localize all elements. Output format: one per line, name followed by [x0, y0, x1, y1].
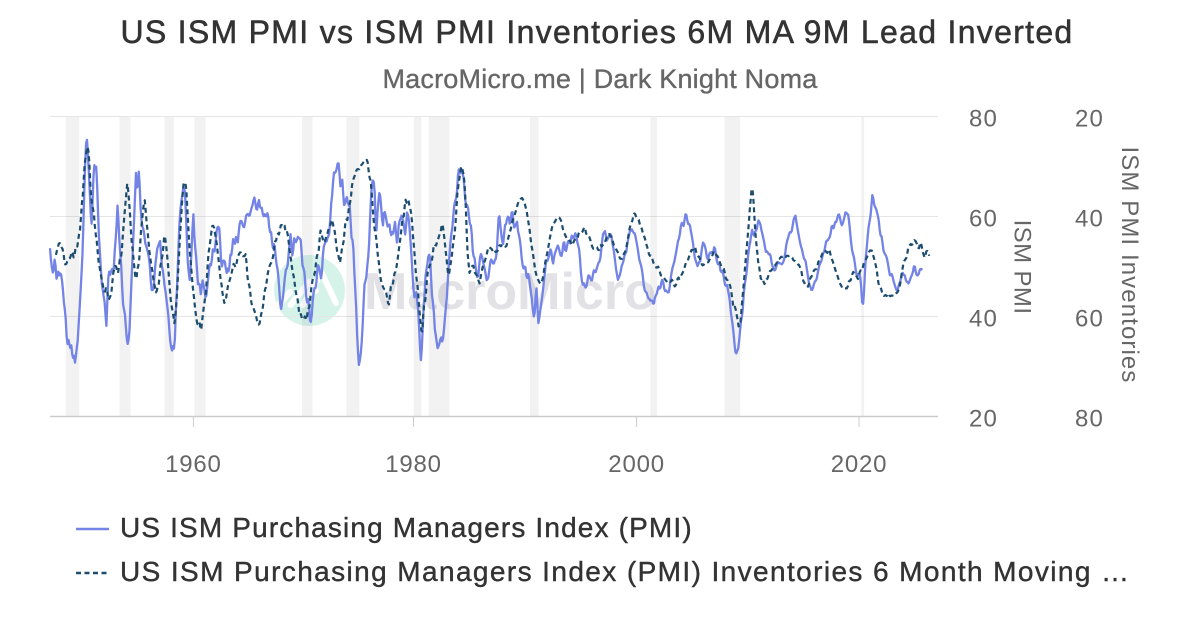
svg-text:ISM PMI: ISM PMI	[1009, 220, 1036, 315]
svg-text:1980: 1980	[385, 451, 442, 478]
svg-text:ISM PMI Inventories: ISM PMI Inventories	[1116, 147, 1143, 384]
svg-text:80: 80	[969, 106, 998, 133]
svg-text:1960: 1960	[165, 451, 222, 478]
svg-text:80: 80	[1075, 406, 1104, 433]
svg-text:40: 40	[1075, 206, 1104, 233]
svg-text:MacroMicro: MacroMicro	[364, 263, 656, 321]
svg-text:MacroMicro.me | Dark Knight No: MacroMicro.me | Dark Knight Noma	[382, 64, 818, 94]
svg-text:40: 40	[969, 306, 998, 333]
svg-text:US ISM Purchasing Managers Ind: US ISM Purchasing Managers Index (PMI) I…	[120, 556, 1130, 587]
svg-text:US ISM Purchasing Managers Ind: US ISM Purchasing Managers Index (PMI)	[120, 512, 693, 543]
svg-text:2020: 2020	[831, 451, 888, 478]
svg-text:US ISM PMI vs ISM PMI Inventor: US ISM PMI vs ISM PMI Inventories 6M MA …	[120, 14, 1073, 50]
svg-text:60: 60	[1075, 306, 1104, 333]
svg-text:20: 20	[1075, 106, 1104, 133]
svg-text:60: 60	[969, 206, 998, 233]
svg-text:2000: 2000	[608, 451, 665, 478]
svg-text:20: 20	[969, 406, 998, 433]
